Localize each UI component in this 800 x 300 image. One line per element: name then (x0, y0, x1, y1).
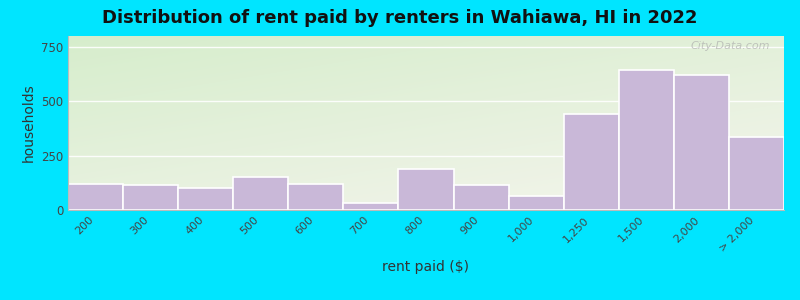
Text: Distribution of rent paid by renters in Wahiawa, HI in 2022: Distribution of rent paid by renters in … (102, 9, 698, 27)
Bar (454, 185, 509, 210)
Bar (234, 177, 288, 210)
Bar (343, 203, 398, 210)
Bar (564, 114, 618, 210)
Bar (509, 196, 564, 210)
Bar (729, 137, 784, 210)
Bar (398, 169, 454, 210)
Bar (178, 188, 234, 210)
Bar (618, 70, 674, 210)
X-axis label: rent paid ($): rent paid ($) (382, 260, 470, 274)
Bar (123, 185, 178, 210)
Bar (68, 184, 123, 210)
Text: City-Data.com: City-Data.com (690, 41, 770, 51)
Bar (674, 75, 729, 210)
Bar (288, 184, 343, 210)
Y-axis label: households: households (22, 84, 35, 162)
